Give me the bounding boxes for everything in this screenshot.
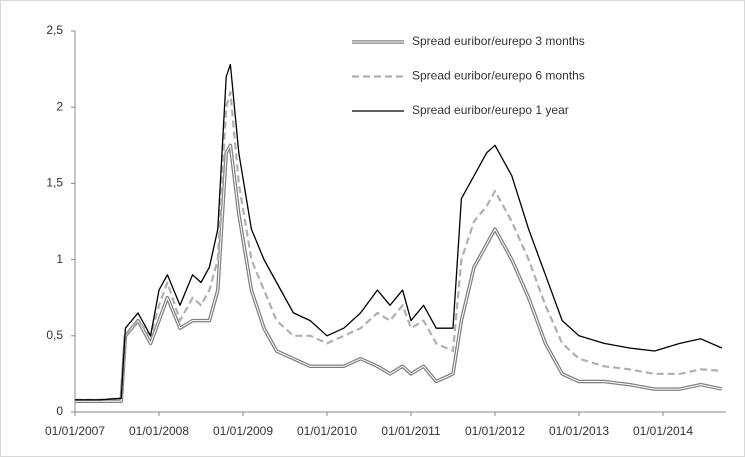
y-tick-label: 2,5	[46, 23, 63, 37]
legend-label: Spread euribor/eurepo 1 year	[412, 103, 569, 117]
x-tick-label: 01/01/2014	[633, 424, 693, 438]
x-tick-label: 01/01/2007	[45, 424, 105, 438]
y-tick-label: 0,5	[46, 328, 63, 342]
x-tick-label: 01/01/2010	[297, 424, 357, 438]
series-line	[75, 90, 722, 401]
series-line-inner	[75, 144, 722, 402]
y-tick-label: 1	[56, 252, 63, 266]
x-tick-label: 01/01/2013	[549, 424, 609, 438]
x-tick-label: 01/01/2008	[129, 424, 189, 438]
x-tick-label: 01/01/2009	[213, 424, 273, 438]
series-line	[75, 63, 723, 401]
y-tick-label: 2	[56, 99, 63, 113]
y-tick-label: 0	[56, 404, 63, 418]
x-tick-label: 01/01/2011	[381, 424, 440, 438]
y-tick-label: 1,5	[46, 176, 63, 190]
x-tick-label: 01/01/2012	[465, 424, 525, 438]
legend-label: Spread euribor/eurepo 6 months	[412, 69, 585, 83]
legend-label: Spread euribor/eurepo 3 months	[412, 34, 585, 48]
